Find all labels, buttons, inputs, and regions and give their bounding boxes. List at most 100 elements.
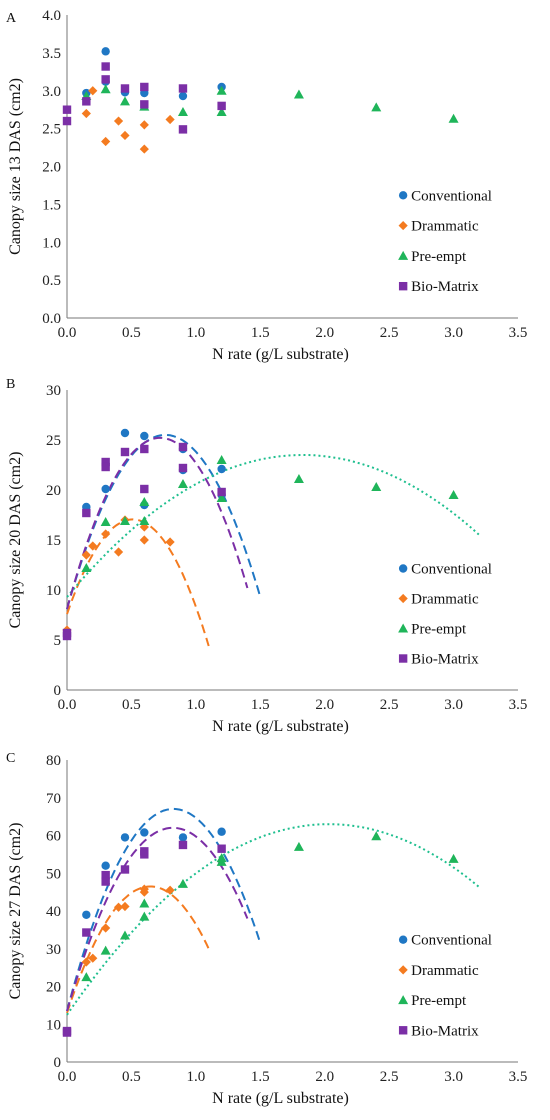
- legend-marker: [398, 281, 408, 291]
- x-tick-label: 1.5: [251, 325, 270, 341]
- data-point-drammatic: [139, 535, 149, 545]
- x-tick-label: 2.0: [315, 1069, 334, 1085]
- y-tick-label: 3.5: [42, 46, 61, 62]
- trendline-bio-matrix: [66, 436, 249, 610]
- data-point-bio-matrix: [178, 84, 188, 93]
- data-point-drammatic: [120, 130, 130, 141]
- data-point-conventional: [140, 828, 149, 837]
- y-tick-label: 20: [46, 483, 61, 499]
- x-tick-label: 1.0: [186, 697, 205, 713]
- y-tick-label: 80: [46, 753, 61, 769]
- legend-label: Bio-Matrix: [411, 279, 479, 295]
- y-tick-label: 10: [46, 1017, 61, 1033]
- x-tick-label: 3.0: [444, 1069, 463, 1085]
- data-point-drammatic: [165, 114, 175, 125]
- x-tick-label: 3.5: [509, 1069, 528, 1085]
- legend-marker: [398, 935, 408, 944]
- x-axis-title: N rate (g/L substrate): [212, 1090, 349, 1107]
- x-tick-label: 0.0: [58, 1069, 77, 1085]
- x-tick-label: 0.0: [58, 325, 77, 341]
- data-point-bio-matrix: [101, 75, 110, 84]
- y-tick-label: 0: [54, 683, 62, 699]
- y-tick-label: 0: [54, 1055, 62, 1071]
- data-point-bio-matrix: [101, 870, 110, 880]
- trendline-conventional: [66, 807, 262, 1012]
- data-point-pre-empt: [119, 516, 130, 525]
- y-tick-label: 3.0: [42, 84, 61, 100]
- y-tick-label: 20: [46, 980, 61, 996]
- data-point-bio-matrix: [101, 877, 110, 886]
- data-point-bio-matrix: [82, 928, 91, 937]
- y-tick-label: 25: [46, 433, 61, 449]
- legend-label: Drammatic: [411, 219, 479, 235]
- data-point-conventional: [101, 861, 110, 870]
- data-point-pre-empt: [100, 945, 111, 955]
- data-point-bio-matrix: [140, 850, 149, 859]
- trendline-drammatic: [66, 885, 210, 1014]
- data-point-bio-matrix: [217, 487, 226, 497]
- data-point-pre-empt: [293, 89, 304, 99]
- legend-marker: [398, 1026, 408, 1035]
- data-point-drammatic: [113, 902, 124, 912]
- data-point-pre-empt: [81, 563, 92, 572]
- data-point-drammatic: [120, 901, 130, 912]
- data-point-pre-empt: [139, 497, 150, 506]
- data-point-pre-empt: [293, 841, 304, 851]
- data-point-pre-empt: [216, 106, 227, 116]
- data-point-pre-empt: [371, 831, 382, 841]
- data-point-conventional: [217, 464, 226, 474]
- legend-label: Conventional: [411, 188, 492, 204]
- legend-label: Pre-empt: [411, 249, 467, 265]
- y-tick-label: 0.5: [42, 273, 61, 289]
- data-point-conventional: [217, 827, 226, 836]
- data-point-pre-empt: [177, 479, 188, 488]
- legend-label: Conventional: [411, 933, 492, 949]
- data-point-bio-matrix: [178, 840, 188, 850]
- data-point-pre-empt: [216, 455, 227, 464]
- data-point-drammatic: [101, 136, 111, 147]
- x-tick-label: 0.0: [58, 697, 77, 713]
- data-point-pre-empt: [139, 516, 150, 525]
- trendline-drammatic: [66, 518, 210, 647]
- data-point-drammatic: [88, 86, 98, 96]
- x-tick-label: 0.5: [122, 697, 141, 713]
- legend-label: Conventional: [411, 562, 492, 578]
- data-point-bio-matrix: [178, 125, 188, 134]
- data-point-bio-matrix: [101, 62, 110, 71]
- y-tick-label: 50: [46, 866, 61, 882]
- data-point-bio-matrix: [178, 442, 188, 452]
- data-point-drammatic: [88, 541, 98, 551]
- data-point-drammatic: [101, 529, 111, 539]
- x-tick-label: 3.0: [444, 325, 463, 341]
- data-point-bio-matrix: [217, 844, 226, 853]
- data-point-bio-matrix: [62, 631, 72, 641]
- y-tick-label: 30: [46, 383, 61, 399]
- data-point-conventional: [178, 833, 188, 842]
- y-tick-label: 2.0: [42, 160, 61, 176]
- data-point-conventional: [82, 910, 91, 919]
- legend-marker: [398, 593, 408, 604]
- data-point-bio-matrix: [178, 463, 188, 473]
- trendline-pre-empt: [66, 823, 480, 1016]
- data-point-pre-empt: [177, 106, 188, 116]
- x-tick-label: 1.5: [251, 697, 270, 713]
- data-point-bio-matrix: [62, 1028, 72, 1037]
- data-point-pre-empt: [177, 878, 188, 888]
- chart-panel-A: A 0.0 0.5 1.0 1.5 2.0 2.5 3.0 3.5 4.0 0.0 0.5 1.0 1.5…: [6, 8, 527, 363]
- data-point-pre-empt: [371, 102, 382, 112]
- legend-marker: [398, 995, 409, 1005]
- y-tick-label: 1.0: [42, 235, 61, 251]
- x-axis-title: N rate (g/L substrate): [212, 346, 349, 363]
- data-point-drammatic: [113, 116, 124, 126]
- data-point-bio-matrix: [101, 457, 110, 467]
- data-point-bio-matrix: [120, 84, 130, 93]
- data-point-conventional: [120, 833, 130, 842]
- data-point-drammatic: [113, 547, 124, 557]
- x-tick-label: 2.5: [380, 325, 399, 341]
- x-tick-label: 0.5: [122, 325, 141, 341]
- data-point-bio-matrix: [120, 447, 130, 457]
- data-point-drammatic: [139, 884, 149, 894]
- x-tick-label: 1.0: [186, 325, 205, 341]
- data-point-conventional: [140, 431, 149, 441]
- x-tick-label: 3.5: [509, 325, 528, 341]
